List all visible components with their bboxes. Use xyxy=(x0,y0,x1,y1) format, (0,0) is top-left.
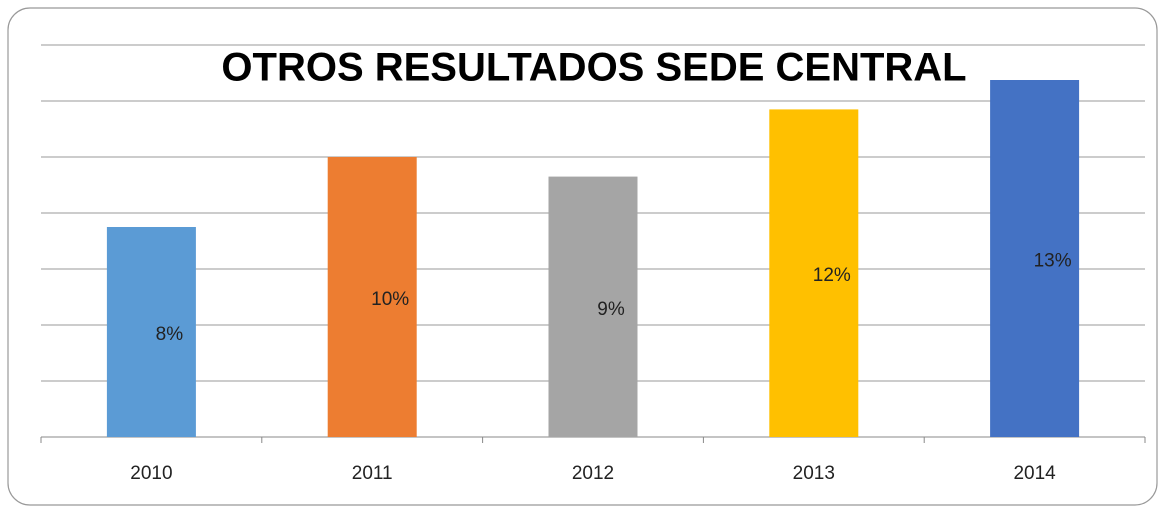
bar xyxy=(990,80,1080,437)
data-label: 10% xyxy=(371,289,409,310)
bar xyxy=(106,227,196,437)
x-tick-label: 2014 xyxy=(1013,463,1056,484)
bar xyxy=(769,109,859,438)
x-tick-label: 2010 xyxy=(130,463,172,484)
data-label: 8% xyxy=(156,324,184,345)
bar xyxy=(327,157,417,437)
data-label: 9% xyxy=(597,299,625,320)
data-label: 13% xyxy=(1034,251,1072,272)
bars: 8% 10% 9% 12% 13% xyxy=(106,80,1080,438)
x-tick-label: 2011 xyxy=(352,463,393,484)
x-tick-label: 2012 xyxy=(572,463,614,484)
x-tick-label: 2013 xyxy=(793,463,835,484)
data-label: 12% xyxy=(813,265,851,286)
chart-title: OTROS RESULTADOS SEDE CENTRAL xyxy=(221,46,966,90)
bar xyxy=(548,176,638,437)
